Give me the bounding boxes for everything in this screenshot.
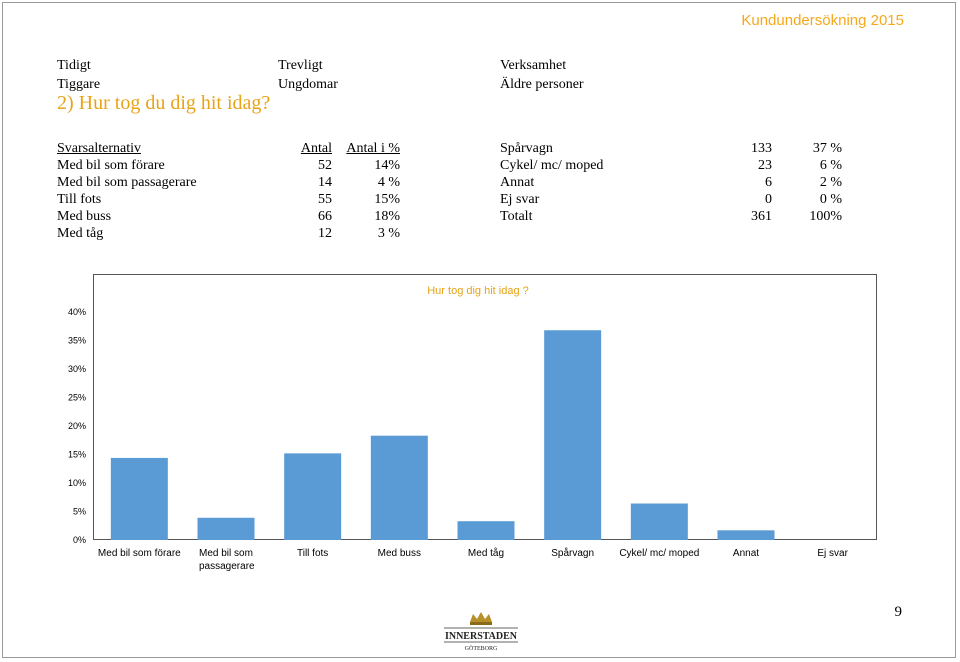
meta-col3: Verksamhet Äldre personer: [500, 56, 584, 94]
table-row: Annat 6 2 %: [0, 174, 960, 191]
row-procent: 37 %: [812, 141, 842, 156]
logo-subtext: GÖTEBORG: [465, 645, 498, 652]
meta-tidigt: Tidigt: [57, 58, 91, 73]
row-antal: 14: [318, 175, 332, 190]
row-antal: 6: [765, 175, 772, 190]
row-label: Med buss: [57, 209, 112, 224]
survey-title: Kundundersökning 2015: [741, 12, 904, 29]
table-row: Med tåg 12 3 %: [0, 225, 960, 242]
row-procent: 4 %: [377, 175, 400, 190]
row-label: Cykel/ mc/ moped: [500, 158, 604, 173]
meta-ungdomar: Ungdomar: [278, 77, 338, 92]
meta-tiggare: Tiggare: [57, 77, 101, 92]
table-row: Med bil som förare 52 14%: [0, 157, 960, 174]
row-label: Till fots: [57, 192, 102, 207]
row-procent: 18%: [374, 209, 400, 224]
crown-icon: [470, 612, 492, 625]
header-svarsalternativ: Svarsalternativ: [57, 141, 141, 156]
table-row: Cykel/ mc/ moped 23 6 %: [0, 157, 960, 174]
table-row: Spårvagn 133 37 %: [0, 140, 960, 157]
table-left-header: Svarsalternativ Antal Antal i %: [0, 140, 960, 157]
row-procent: 15%: [374, 192, 400, 207]
row-label: Med bil som passagerare: [57, 175, 197, 190]
meta-verksamhet: Verksamhet: [500, 58, 567, 73]
header-antal: Antal: [300, 141, 332, 156]
row-label: Spårvagn: [500, 141, 553, 156]
row-procent: 14%: [374, 158, 400, 173]
row-procent: 3 %: [377, 226, 400, 241]
logo-text: INNERSTADEN: [445, 631, 518, 642]
table-row: Till fots 55 15%: [0, 191, 960, 208]
table-row-total: Totalt 361 100%: [0, 208, 960, 225]
row-antal: 52: [318, 158, 332, 173]
row-label: Ej svar: [500, 192, 540, 207]
row-procent: 100%: [809, 209, 842, 224]
header-antal-procent: Antal i %: [346, 141, 400, 156]
row-antal: 66: [318, 209, 332, 224]
meta-col2: Trevligt Ungdomar: [278, 56, 338, 94]
meta-col1: Tidigt Tiggare: [57, 56, 100, 94]
page-number: 9: [894, 604, 903, 620]
row-antal: 23: [758, 158, 772, 173]
table-row: Med bil som passagerare 14 4 %: [0, 174, 960, 191]
question-title: 2) Hur tog du dig hit idag?: [57, 92, 271, 114]
innerstaden-logo: INNERSTADEN GÖTEBORG: [444, 612, 518, 652]
row-procent: 2 %: [819, 175, 842, 190]
table-row: Med buss 66 18%: [0, 208, 960, 225]
row-label: Med bil som förare: [57, 158, 165, 173]
meta-aldre-personer: Äldre personer: [500, 77, 584, 92]
meta-trevligt: Trevligt: [278, 58, 323, 73]
row-antal: 0: [765, 192, 772, 207]
chart-frame: [93, 274, 877, 540]
row-antal: 55: [318, 192, 332, 207]
row-procent: 6 %: [819, 158, 842, 173]
row-label: Med tåg: [57, 226, 104, 241]
row-antal: 133: [751, 141, 772, 156]
row-label: Totalt: [500, 209, 533, 224]
row-antal: 12: [318, 226, 332, 241]
row-antal: 361: [751, 209, 772, 224]
row-label: Annat: [500, 175, 535, 190]
row-procent: 0 %: [819, 192, 842, 207]
table-row: Ej svar 0 0 %: [0, 191, 960, 208]
